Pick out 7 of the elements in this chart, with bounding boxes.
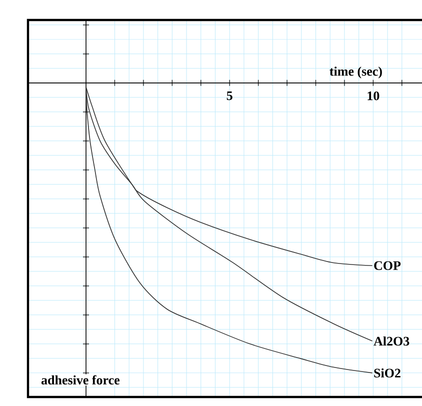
- x-axis-title: time (sec): [330, 66, 382, 78]
- series-label: SiO2: [374, 368, 400, 378]
- series-label: Al2O3: [374, 336, 410, 346]
- x-tick-label: 5: [226, 91, 232, 100]
- text: adhesive force: [41, 375, 120, 384]
- series-label: COP: [374, 261, 401, 270]
- x-tick-label: 10: [368, 91, 380, 100]
